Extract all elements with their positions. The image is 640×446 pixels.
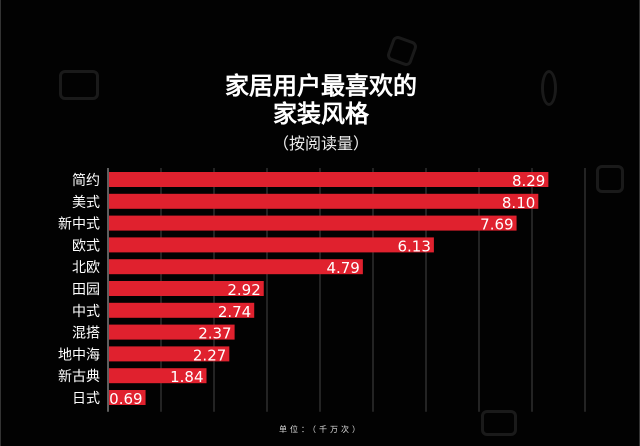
category-label: 欧式	[72, 238, 100, 254]
unit-note: 单位：（千万次）	[279, 425, 363, 434]
category-label: 日式	[72, 391, 100, 407]
value-label: 0.69	[109, 390, 142, 408]
value-label: 4.79	[326, 259, 359, 277]
category-label: 北欧	[72, 260, 100, 276]
bar	[109, 259, 363, 275]
sofa-icon	[59, 70, 99, 100]
value-label: 2.37	[198, 325, 231, 343]
value-label: 8.29	[512, 172, 545, 190]
picture-icon	[596, 165, 624, 193]
bar	[109, 193, 539, 209]
bar	[109, 346, 230, 362]
bar	[109, 324, 235, 340]
category-label: 新中式	[58, 217, 100, 233]
category-label: 简约	[72, 172, 100, 189]
category-label: 混搭	[72, 326, 100, 342]
chart-title-line2: 家装风格	[273, 100, 369, 128]
value-label: 6.13	[397, 237, 430, 255]
lamp-icon	[541, 70, 557, 106]
value-label: 2.74	[218, 303, 251, 321]
category-label: 地中海	[58, 347, 100, 363]
value-label: 2.92	[227, 281, 260, 299]
category-label: 新古典	[58, 369, 100, 385]
box-icon	[481, 410, 517, 436]
bar	[109, 368, 207, 384]
value-label: 1.84	[170, 368, 203, 386]
bar	[109, 215, 517, 231]
category-label: 中式	[72, 304, 100, 320]
chart-subtitle: （按阅读量）	[272, 134, 369, 153]
value-label: 2.27	[193, 346, 226, 364]
bar	[109, 281, 264, 296]
chart-title: 家居用户最喜欢的	[225, 72, 417, 100]
value-label: 7.69	[480, 216, 513, 234]
bar	[109, 172, 549, 187]
value-label: 8.10	[502, 194, 535, 212]
bar	[109, 302, 255, 318]
category-label: 田园	[72, 282, 100, 298]
bar	[109, 390, 146, 405]
bar	[109, 237, 434, 253]
category-label: 美式	[72, 195, 100, 211]
